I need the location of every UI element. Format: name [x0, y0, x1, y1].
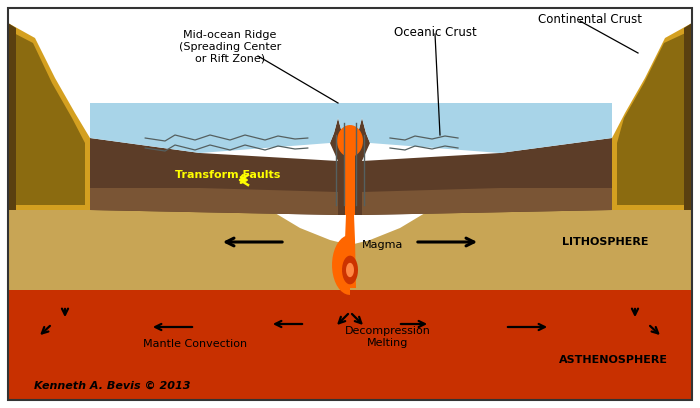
Text: Oceanic Crust: Oceanic Crust	[393, 26, 477, 39]
Text: Magma: Magma	[362, 240, 403, 250]
Polygon shape	[90, 103, 612, 153]
Polygon shape	[337, 125, 363, 157]
Polygon shape	[8, 210, 270, 290]
Polygon shape	[362, 188, 612, 215]
Polygon shape	[362, 138, 612, 215]
Polygon shape	[617, 30, 692, 205]
Text: Decompression
Melting: Decompression Melting	[345, 326, 431, 348]
Polygon shape	[8, 30, 85, 205]
Text: Continental Crust: Continental Crust	[538, 13, 642, 26]
Polygon shape	[90, 188, 338, 215]
Text: Transform Faults: Transform Faults	[175, 170, 281, 180]
Polygon shape	[342, 256, 358, 284]
Polygon shape	[430, 210, 692, 290]
Polygon shape	[684, 23, 692, 210]
Polygon shape	[332, 235, 356, 295]
Polygon shape	[344, 215, 356, 288]
Polygon shape	[345, 141, 355, 215]
Text: Kenneth A. Bevis © 2013: Kenneth A. Bevis © 2013	[34, 381, 190, 391]
Polygon shape	[90, 138, 338, 215]
Polygon shape	[330, 118, 370, 215]
Polygon shape	[8, 23, 90, 210]
Polygon shape	[612, 23, 692, 210]
Polygon shape	[346, 263, 354, 277]
Text: Mid-ocean Ridge
(Spreading Center
or Rift Zone): Mid-ocean Ridge (Spreading Center or Rif…	[179, 30, 281, 63]
Text: ASTHENOSPHERE: ASTHENOSPHERE	[559, 355, 668, 365]
Text: Mantle Convection: Mantle Convection	[143, 339, 247, 349]
Text: LITHOSPHERE: LITHOSPHERE	[561, 237, 648, 247]
Polygon shape	[8, 290, 692, 400]
Polygon shape	[270, 210, 430, 290]
Polygon shape	[8, 23, 16, 210]
